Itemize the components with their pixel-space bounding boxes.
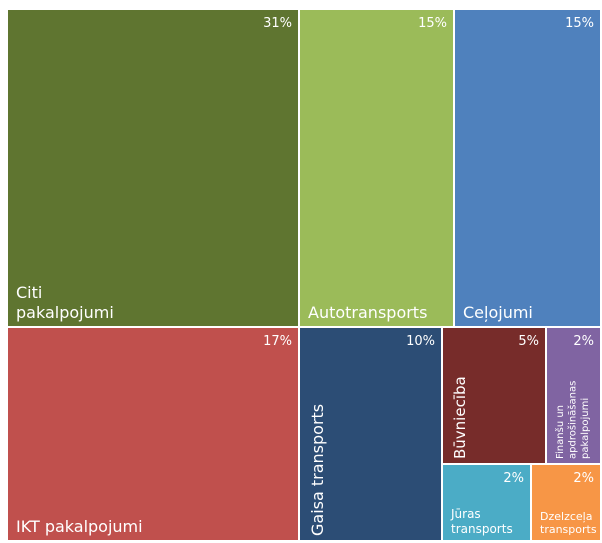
tile: 31% Citi pakalpojumi [8, 10, 298, 326]
percent-label: 15% [418, 16, 447, 31]
category-label: Finanšu un apdrošināšanas pakalpojumi [555, 380, 591, 459]
category-label: Jūras transports [451, 507, 513, 536]
percent-label: 5% [518, 334, 539, 349]
tile: 15% Autotransports [300, 10, 453, 326]
tile: 2% Jūras transports [443, 465, 530, 540]
category-label: Būvniecība [451, 376, 469, 459]
percent-label: 2% [573, 471, 594, 486]
category-label: IKT pakalpojumi [16, 517, 143, 536]
percent-label: 2% [503, 471, 524, 486]
percent-label: 17% [263, 334, 292, 349]
tile: 15% Ceļojumi [455, 10, 600, 326]
tile: 5% Būvniecība [443, 328, 545, 463]
category-label: Citi pakalpojumi [16, 283, 114, 322]
percent-label: 31% [263, 16, 292, 31]
category-label: Ceļojumi [463, 303, 533, 322]
tile: 10% Gaisa transports [300, 328, 441, 540]
percent-label: 2% [573, 334, 594, 349]
tile: 2% Dzelzceļa transports [532, 465, 600, 540]
category-label: Gaisa transports [308, 403, 327, 536]
percent-label: 15% [565, 16, 594, 31]
category-label: Dzelzceļa transports [540, 509, 597, 537]
category-label: Autotransports [308, 303, 428, 322]
tile: 17% IKT pakalpojumi [8, 328, 298, 540]
percent-label: 10% [406, 334, 435, 349]
tile: 2% Finanšu un apdrošināšanas pakalpojumi [547, 328, 600, 463]
